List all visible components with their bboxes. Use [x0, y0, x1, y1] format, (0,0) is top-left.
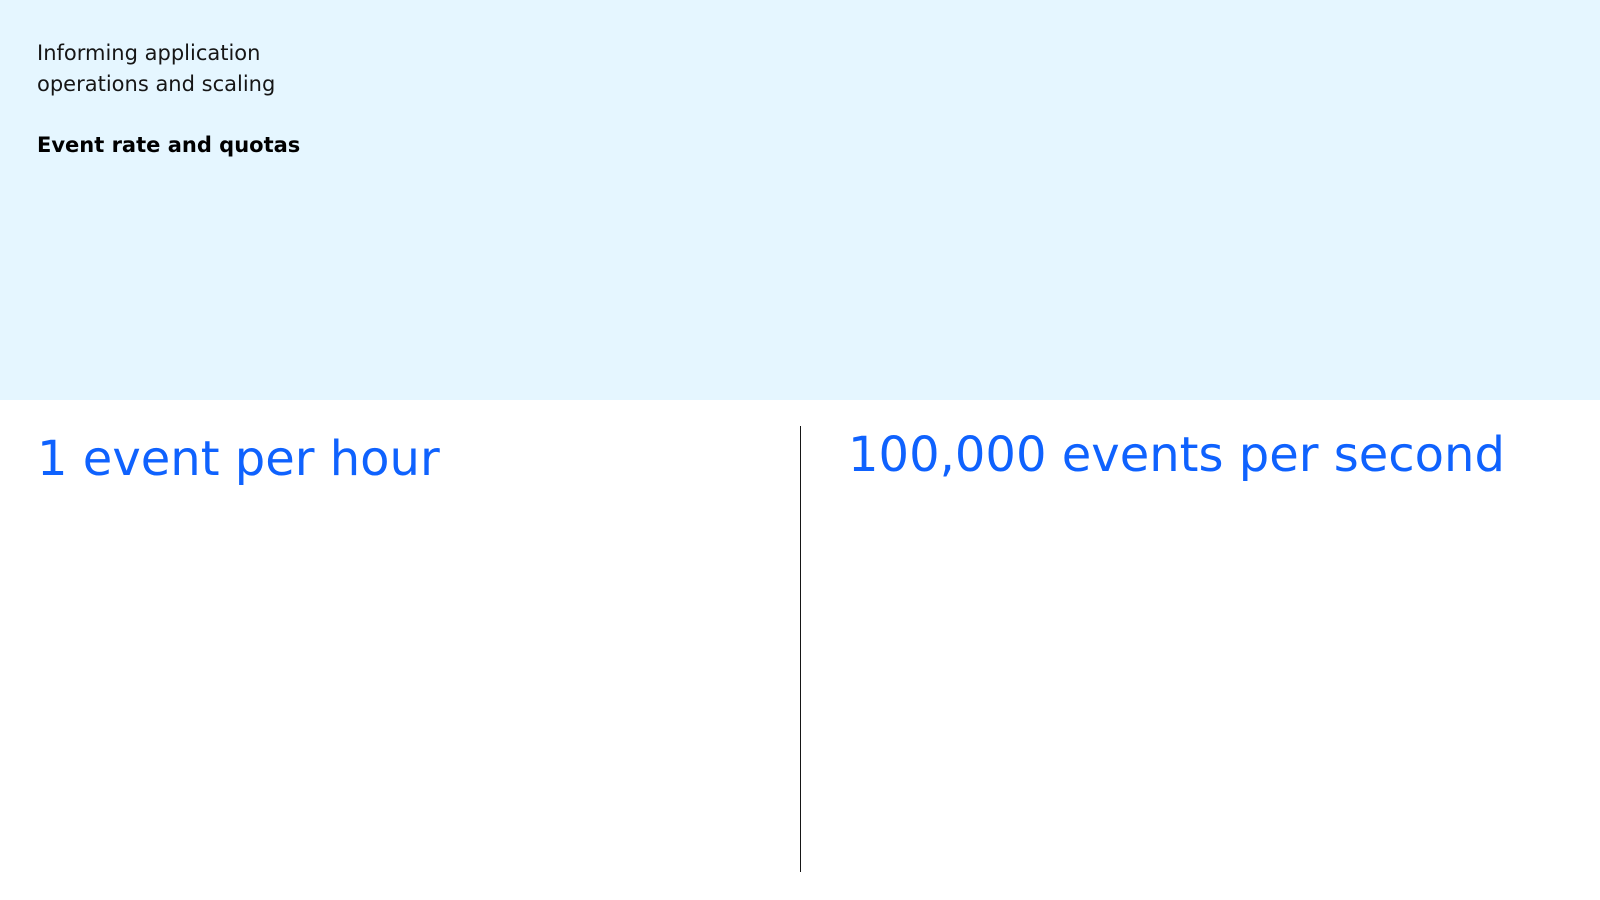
- stat-low-rate: 1 event per hour: [37, 431, 440, 487]
- slide-subtitle: Informing application operations and sca…: [37, 41, 276, 96]
- section-title: Event rate and quotas: [37, 133, 301, 157]
- header-panel: Informing application operations and sca…: [0, 0, 1600, 400]
- stat-high-rate: 100,000 events per second: [848, 427, 1505, 483]
- column-divider: [800, 426, 801, 872]
